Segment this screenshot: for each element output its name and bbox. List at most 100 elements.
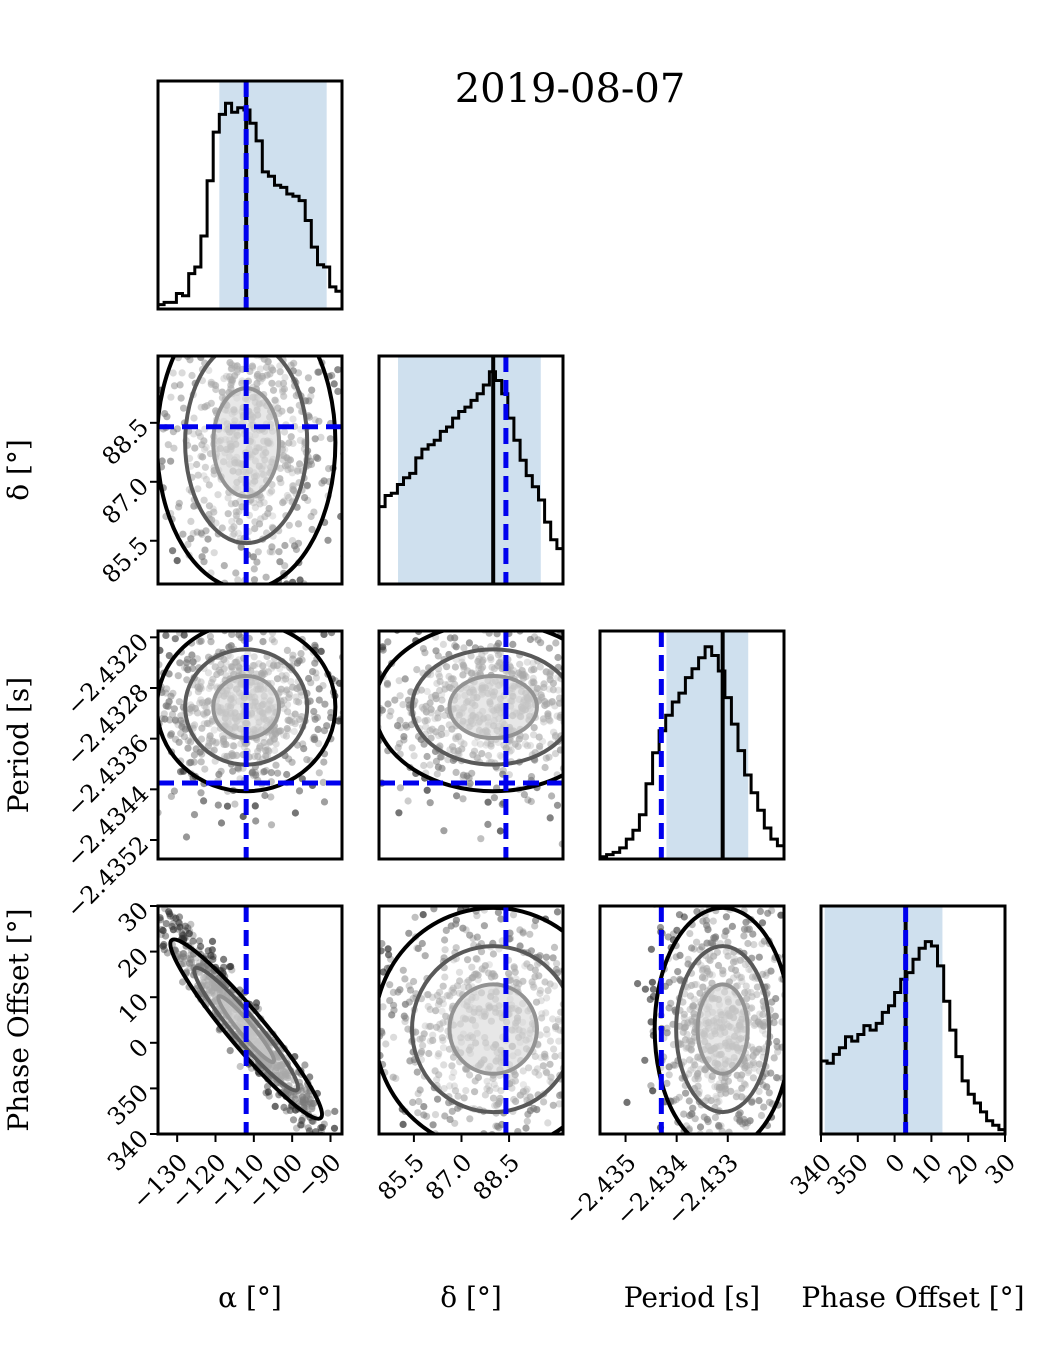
- sample-point: [489, 1074, 497, 1083]
- sample-point: [79, 350, 86, 357]
- sample-point: [360, 707, 367, 714]
- sample-point: [693, 938, 701, 946]
- sample-point: [451, 663, 459, 671]
- sample-point: [233, 368, 241, 376]
- sample-point: [753, 983, 762, 991]
- sample-point: [536, 742, 544, 750]
- sample-point: [231, 362, 239, 370]
- sample-point: [578, 1026, 585, 1033]
- x-axis-title-3: Phase Offset [°]: [801, 1281, 1024, 1314]
- sample-point: [488, 663, 496, 671]
- sample-point: [293, 594, 300, 601]
- sample-point: [523, 742, 532, 750]
- sample-point: [718, 1127, 726, 1134]
- sample-point: [214, 347, 221, 354]
- sample-point: [684, 955, 692, 963]
- sample-point: [281, 462, 289, 470]
- sample-point: [283, 595, 290, 602]
- sample-point: [724, 952, 732, 960]
- sample-point: [541, 1050, 549, 1058]
- sample-point: [310, 508, 318, 516]
- sample-point: [417, 686, 425, 694]
- sample-point: [227, 365, 235, 373]
- sample-point: [770, 1019, 778, 1027]
- sample-point: [208, 937, 217, 946]
- sample-point: [724, 1206, 731, 1213]
- sample-point: [278, 323, 285, 330]
- sample-point: [507, 934, 515, 943]
- sample-point: [282, 1122, 289, 1129]
- sample-point: [425, 1049, 433, 1058]
- panel-frame: [156, 354, 344, 586]
- sample-point: [808, 1065, 815, 1072]
- sample-point: [431, 1111, 440, 1119]
- sample-point: [395, 809, 403, 817]
- sample-point: [271, 396, 279, 404]
- sample-point: [549, 1101, 557, 1109]
- sample-point: [451, 634, 459, 642]
- panel-frame: [156, 629, 344, 861]
- sample-point: [200, 437, 208, 445]
- sample-point: [542, 953, 551, 961]
- sample-point: [764, 909, 772, 917]
- sample-point: [259, 662, 267, 670]
- sample-point: [446, 1082, 454, 1090]
- sample-point: [282, 732, 290, 740]
- sample-point: [262, 747, 270, 755]
- sample-point: [167, 457, 175, 465]
- sample-point: [197, 942, 205, 951]
- sample-point: [320, 477, 328, 485]
- sample-point: [569, 960, 576, 967]
- sample-point: [281, 541, 289, 550]
- sample-point: [268, 594, 275, 601]
- sample-point: [538, 693, 546, 702]
- sample-point: [308, 525, 316, 534]
- sample-point: [580, 654, 587, 661]
- sample-point: [312, 1139, 319, 1146]
- sample-point: [331, 1107, 339, 1115]
- sample-point: [556, 1027, 563, 1035]
- sample-point: [312, 674, 320, 682]
- sample-point: [545, 685, 553, 693]
- sample-point: [718, 1137, 725, 1144]
- sample-point: [715, 1080, 723, 1088]
- sample-point: [722, 913, 731, 921]
- sample-point: [792, 1056, 799, 1063]
- sample-point: [184, 744, 192, 752]
- sample-point: [434, 1001, 442, 1009]
- sample-point: [228, 378, 236, 386]
- sample-point: [196, 748, 204, 756]
- y-tick-label: 87.0: [97, 472, 155, 530]
- sample-point: [157, 890, 164, 897]
- sample-point: [531, 1052, 539, 1060]
- sample-point: [516, 1091, 525, 1099]
- sample-point: [767, 967, 775, 975]
- sample-point: [231, 499, 240, 507]
- sample-point: [218, 388, 226, 396]
- sample-point: [460, 983, 468, 992]
- sample-point: [587, 937, 594, 944]
- sample-point: [703, 964, 711, 973]
- sample-point: [566, 959, 573, 966]
- sample-point: [315, 685, 323, 693]
- sample-point: [606, 974, 613, 981]
- sample-point: [434, 709, 442, 717]
- sample-point: [664, 933, 672, 941]
- sample-point: [768, 907, 776, 915]
- sample-point: [655, 1139, 662, 1146]
- sample-point: [586, 735, 593, 742]
- sample-point: [603, 724, 610, 731]
- sample-point: [526, 1093, 534, 1101]
- sample-point: [410, 977, 418, 986]
- sample-point: [231, 800, 239, 808]
- sample-point: [649, 985, 658, 993]
- sample-point: [197, 452, 205, 460]
- sample-point: [305, 1127, 314, 1134]
- sample-point: [344, 658, 351, 665]
- sample-point: [311, 735, 319, 743]
- sample-point: [687, 1040, 696, 1048]
- sample-point: [738, 1093, 746, 1101]
- sample-point: [165, 652, 173, 660]
- sample-point: [439, 1019, 447, 1027]
- sample-point: [648, 798, 655, 805]
